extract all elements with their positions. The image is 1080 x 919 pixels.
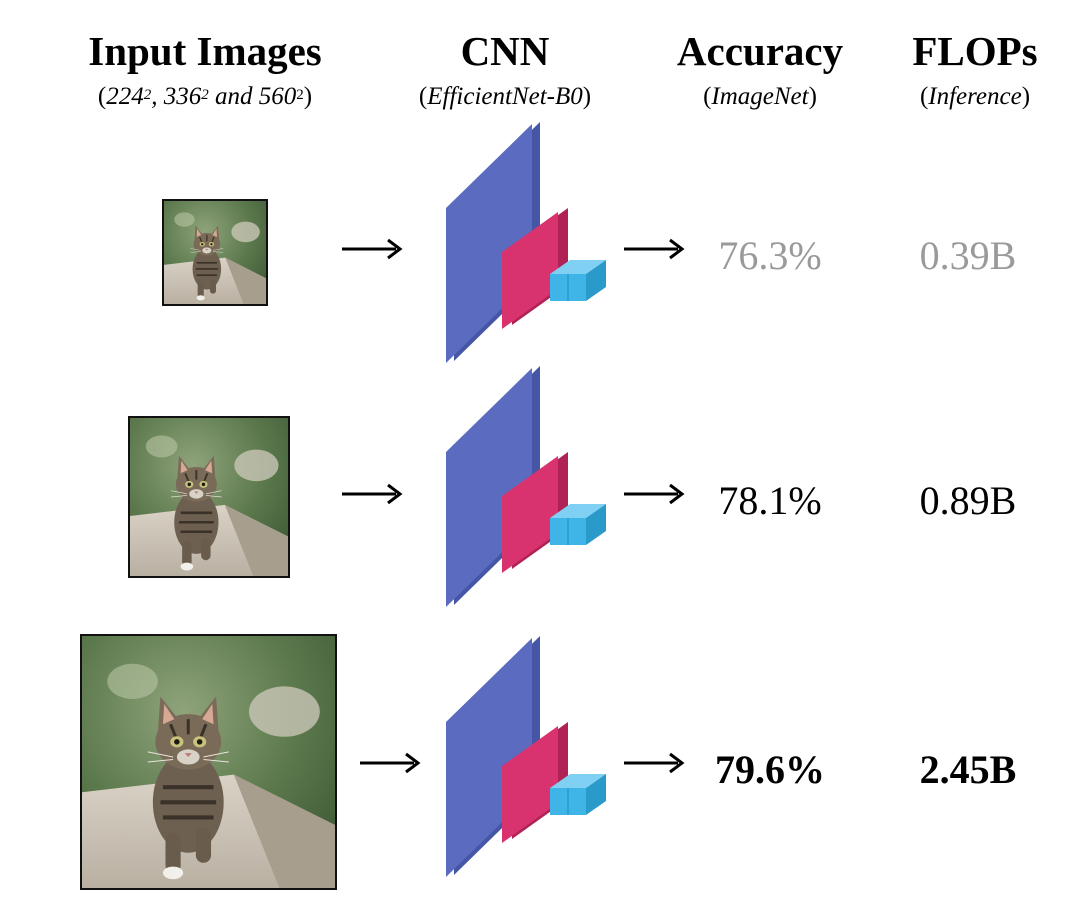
header-cnn-subtitle: (EfficientNet-B0) bbox=[418, 83, 592, 110]
input-image-small-kitten bbox=[162, 199, 268, 306]
header-flops: FLOPs (Inference) bbox=[885, 28, 1065, 112]
flops-value: 2.45B bbox=[919, 747, 1017, 792]
accuracy-value: 79.6% bbox=[715, 747, 825, 792]
header-accuracy: Accuracy (ImageNet) bbox=[655, 28, 865, 112]
header-accuracy-title: Accuracy bbox=[676, 28, 844, 74]
arrow-right-icon bbox=[342, 483, 404, 510]
header-cnn-title: CNN bbox=[460, 28, 550, 74]
accuracy-value: 78.1% bbox=[718, 478, 822, 523]
cnn-network-icon bbox=[440, 122, 616, 372]
header-cnn: CNN (EfficientNet-B0) bbox=[380, 28, 630, 112]
header-input-subtitle: (2242, 3362 and 5602) bbox=[97, 83, 313, 110]
header-input-images: Input Images (2242, 3362 and 5602) bbox=[55, 28, 355, 112]
input-image-large-kitten bbox=[80, 634, 337, 890]
cnn-network-icon bbox=[440, 366, 616, 616]
arrow-right-icon bbox=[624, 238, 686, 265]
arrow-right-icon bbox=[342, 238, 404, 265]
arrow-right-icon bbox=[624, 483, 686, 510]
header-flops-subtitle: (Inference) bbox=[919, 83, 1031, 110]
header-input-title: Input Images bbox=[88, 28, 322, 74]
input-image-medium-kitten bbox=[128, 416, 290, 578]
cnn-network-icon bbox=[440, 636, 616, 886]
arrow-right-icon bbox=[360, 752, 422, 779]
accuracy-value: 76.3% bbox=[718, 233, 822, 278]
flops-value: 0.39B bbox=[919, 233, 1017, 278]
flops-value: 0.89B bbox=[919, 478, 1017, 523]
header-flops-title: FLOPs bbox=[912, 28, 1038, 74]
arrow-right-icon bbox=[624, 752, 686, 779]
header-accuracy-subtitle: (ImageNet) bbox=[703, 83, 817, 110]
